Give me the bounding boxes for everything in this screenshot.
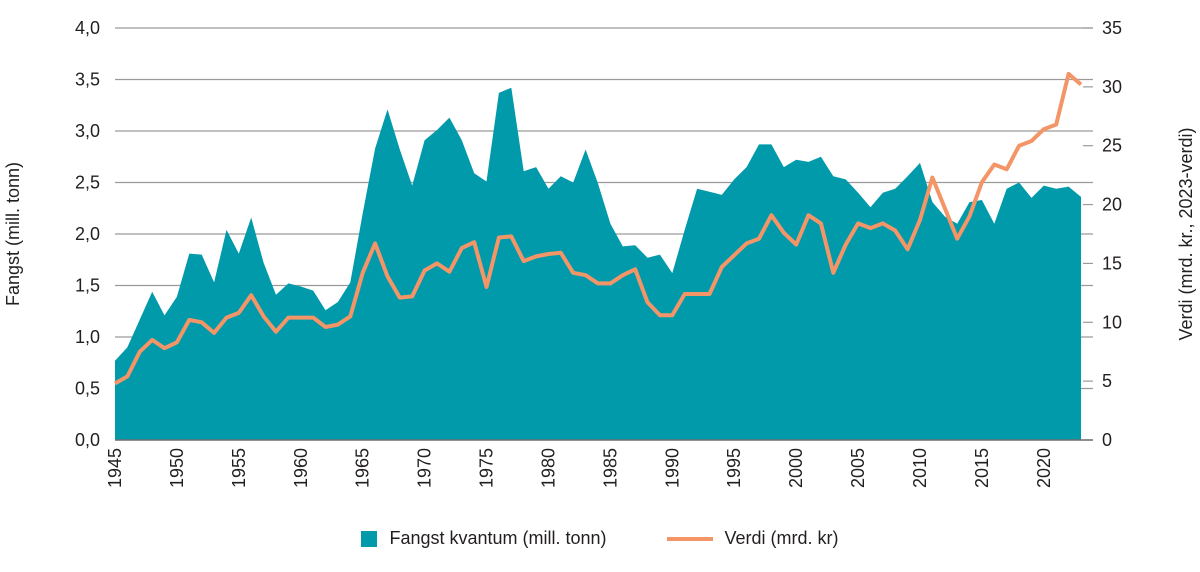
x-tick-label: 1945 [105, 448, 125, 488]
y-left-tick-label: 4,0 [75, 18, 100, 38]
x-tick-label: 1965 [353, 448, 373, 488]
y-right-tick-label: 25 [1102, 136, 1122, 156]
y-right-tick-label: 0 [1102, 430, 1112, 450]
catch-area [115, 87, 1081, 440]
legend-label-catch: Fangst kvantum (mill. tonn) [389, 528, 607, 548]
y-left-tick-label: 0,0 [75, 430, 100, 450]
y-axis-right-label: Verdi (mrd. kr., 2023-verdi) [1176, 127, 1196, 340]
y-left-tick-label: 2,5 [75, 173, 100, 193]
y-left-tick-label: 1,5 [75, 276, 100, 296]
y-right-tick-label: 20 [1102, 195, 1122, 215]
x-tick-label: 1980 [538, 448, 558, 488]
legend-item-catch: Fangst kvantum (mill. tonn) [361, 528, 607, 549]
y-left-tick-label: 2,0 [75, 224, 100, 244]
chart: 0,0 0,5 1,0 1,5 2,0 2,5 3,0 3,5 4,0 0 5 10 15 20 25 30 3… [3, 18, 1196, 488]
line-series [114, 71, 1083, 386]
x-tick-label: 1955 [229, 448, 249, 488]
x-tick-label: 1970 [415, 448, 435, 488]
y-right-tick-label: 35 [1102, 18, 1122, 38]
y-axis-left-label: Fangst (mill. tonn) [3, 162, 23, 306]
legend-label-value: Verdi (mrd. kr) [724, 528, 839, 548]
legend: Fangst kvantum (mill. tonn) Verdi (mrd. … [0, 528, 1200, 549]
x-tick-label: 2005 [848, 448, 868, 488]
x-tick-label: 1975 [477, 448, 497, 488]
x-tick-label: 2015 [972, 448, 992, 488]
legend-swatch-line [666, 536, 713, 541]
legend-swatch-area [361, 530, 378, 547]
x-tick-label: 2000 [786, 448, 806, 488]
x-tick-label: 1995 [724, 448, 744, 488]
x-tick-label: 1990 [662, 448, 682, 488]
y-right-tick-label: 10 [1102, 312, 1122, 332]
y-left-tick-label: 1,0 [75, 327, 100, 347]
y-right-tick-label: 5 [1102, 371, 1112, 391]
y-right-tick-label: 15 [1102, 253, 1122, 273]
x-tick-label: 1950 [167, 448, 187, 488]
x-tick-label: 1985 [600, 448, 620, 488]
y-left-tick-label: 0,5 [75, 379, 100, 399]
x-tick-label: 2010 [910, 448, 930, 488]
y-left-tick-label: 3,0 [75, 121, 100, 141]
y-left-tick-label: 3,5 [75, 70, 100, 90]
legend-item-value: Verdi (mrd. kr) [666, 528, 839, 549]
value-line [114, 71, 1083, 386]
y-right-tick-label: 30 [1102, 77, 1122, 97]
x-tick-label: 1960 [291, 448, 311, 488]
axes: 0,0 0,5 1,0 1,5 2,0 2,5 3,0 3,5 4,0 0 5 10 15 20 25 30 3… [75, 18, 1122, 488]
x-tick-label: 2020 [1034, 448, 1054, 488]
area-series [115, 87, 1081, 440]
